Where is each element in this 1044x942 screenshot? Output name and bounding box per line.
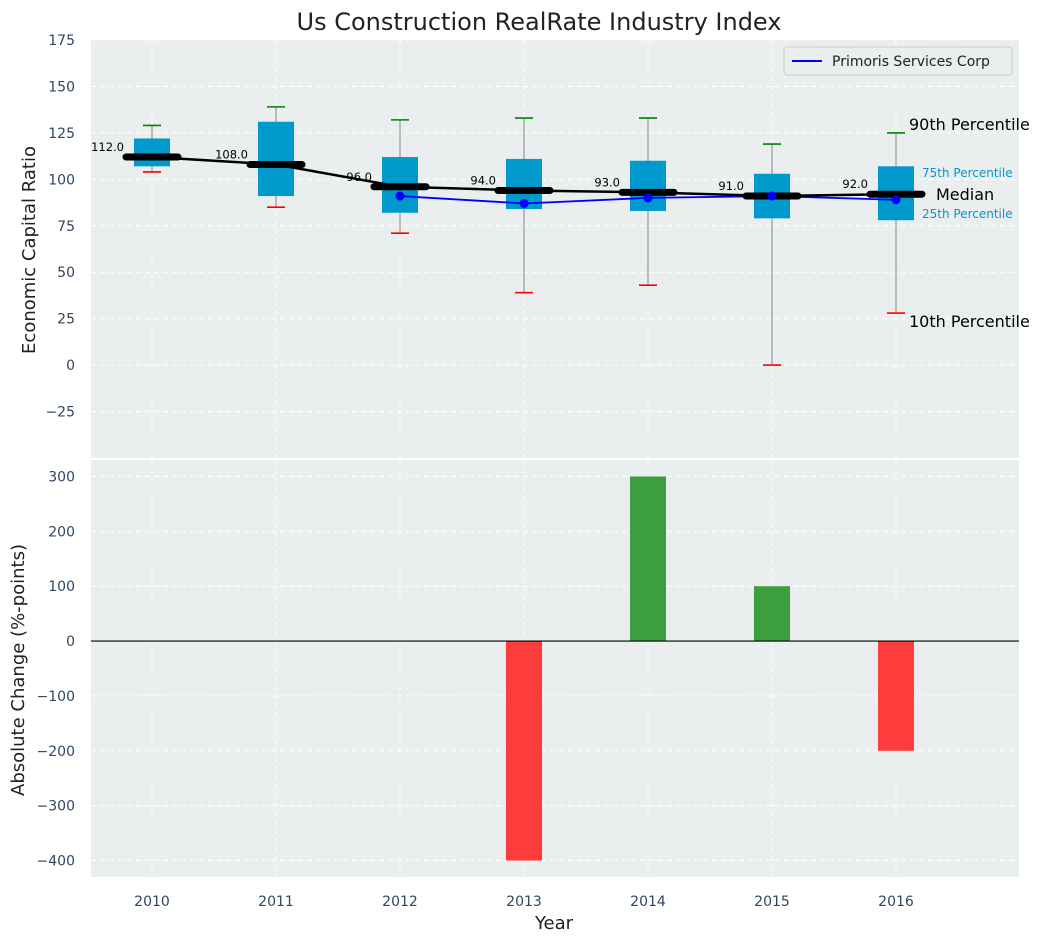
median-value-label: 92.0 bbox=[842, 177, 868, 191]
top-y-tick-label: 150 bbox=[48, 79, 75, 95]
bottom-y-tick-label: −300 bbox=[37, 799, 75, 815]
legend-box bbox=[783, 46, 1013, 76]
bottom-y-tick-label: −200 bbox=[37, 744, 75, 760]
median-value-label: 91.0 bbox=[718, 179, 744, 193]
legend-label-primoris: Primoris Services Corp bbox=[832, 54, 990, 70]
x-tick-label: 2010 bbox=[134, 894, 170, 910]
bottom-panel-background bbox=[91, 460, 1019, 877]
median-value-label: 94.0 bbox=[470, 173, 496, 187]
company-point bbox=[643, 193, 653, 203]
legend: Primoris Services Corp bbox=[783, 46, 1013, 76]
top-y-ticks: −25 0 25 50 75 100 125 150 175 bbox=[45, 33, 75, 421]
annotation-p75: 75th Percentile bbox=[922, 166, 1013, 180]
top-y-tick-label: 125 bbox=[48, 126, 75, 142]
bottom-marks bbox=[91, 476, 1019, 861]
annotation-p10: 10th Percentile bbox=[909, 312, 1030, 331]
bar-negative bbox=[506, 641, 542, 861]
bar-negative bbox=[878, 641, 914, 751]
bottom-y-ticks: −400 −300 −200 −100 0 100 200 300 bbox=[37, 469, 75, 869]
x-tick-label: 2015 bbox=[754, 894, 790, 910]
top-y-tick-label: 175 bbox=[48, 33, 75, 49]
chart-title: Us Construction RealRate Industry Index bbox=[297, 8, 782, 36]
top-y-tick-label: 50 bbox=[57, 265, 75, 281]
box bbox=[630, 160, 666, 211]
bottom-grid bbox=[91, 460, 1019, 877]
x-tick-label: 2016 bbox=[878, 894, 914, 910]
bottom-y-tick-label: 0 bbox=[66, 634, 75, 650]
percentile-annotations: 90th Percentile 75th Percentile Median 2… bbox=[909, 115, 1030, 331]
bar-positive bbox=[754, 586, 790, 642]
company-point bbox=[891, 195, 901, 205]
x-tick-label: 2011 bbox=[258, 894, 294, 910]
box bbox=[134, 138, 170, 167]
bottom-y-tick-label: −400 bbox=[37, 854, 75, 870]
median-value-label: 96.0 bbox=[346, 170, 372, 184]
bottom-y-tick-label: 300 bbox=[48, 469, 75, 485]
top-y-tick-label: 75 bbox=[57, 219, 75, 235]
bar-positive bbox=[630, 476, 666, 642]
box bbox=[258, 121, 294, 197]
median-value-label: 93.0 bbox=[594, 175, 620, 189]
median-value-label: 108.0 bbox=[215, 147, 248, 161]
bottom-y-tick-label: 200 bbox=[48, 524, 75, 540]
bottom-y-tick-label: 100 bbox=[48, 579, 75, 595]
top-y-tick-label: 25 bbox=[57, 312, 75, 328]
company-point bbox=[395, 191, 405, 201]
annotation-median: Median bbox=[936, 185, 994, 204]
top-y-axis-title: Economic Capital Ratio bbox=[19, 146, 40, 354]
top-panel-background bbox=[91, 40, 1019, 458]
top-y-tick-label: 100 bbox=[48, 172, 75, 188]
x-tick-label: 2014 bbox=[630, 894, 666, 910]
top-marks: 112.0 108.0 96.0 94.0 93.0 91.0 92.0 bbox=[91, 106, 926, 366]
annotation-p25: 25th Percentile bbox=[922, 207, 1013, 221]
top-y-tick-label: 0 bbox=[66, 358, 75, 374]
company-point bbox=[767, 191, 777, 201]
bottom-y-axis-title: Absolute Change (%-points) bbox=[8, 544, 29, 796]
x-tick-label: 2013 bbox=[506, 894, 542, 910]
x-ticks: 2010 2011 2012 2013 2014 2015 2016 bbox=[134, 894, 914, 910]
x-tick-label: 2012 bbox=[382, 894, 418, 910]
bottom-y-tick-label: −100 bbox=[37, 689, 75, 705]
company-point bbox=[519, 198, 529, 208]
x-axis-title: Year bbox=[534, 913, 574, 934]
median-value-label: 112.0 bbox=[91, 140, 124, 154]
annotation-p90: 90th Percentile bbox=[909, 115, 1030, 134]
top-y-tick-label: −25 bbox=[45, 405, 75, 421]
